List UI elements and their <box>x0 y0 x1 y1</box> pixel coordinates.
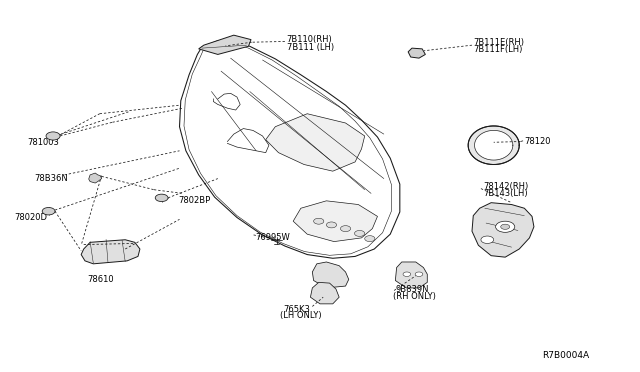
Circle shape <box>340 226 351 232</box>
Polygon shape <box>408 48 426 58</box>
Circle shape <box>495 221 515 232</box>
Polygon shape <box>266 114 365 171</box>
Text: 78020D: 78020D <box>15 213 48 222</box>
Polygon shape <box>472 203 534 257</box>
Circle shape <box>415 272 423 276</box>
Text: 7802BP: 7802BP <box>178 196 211 205</box>
Circle shape <box>46 132 60 140</box>
Text: R7B0004A: R7B0004A <box>542 351 589 360</box>
Polygon shape <box>312 262 349 288</box>
Circle shape <box>42 208 55 215</box>
Polygon shape <box>179 40 400 258</box>
Text: (LH ONLY): (LH ONLY) <box>280 311 322 320</box>
Polygon shape <box>81 240 140 264</box>
Text: 7B110(RH): 7B110(RH) <box>287 35 333 44</box>
Text: 78610: 78610 <box>87 275 113 284</box>
Text: 7B111F(LH): 7B111F(LH) <box>473 45 523 54</box>
Circle shape <box>481 236 493 243</box>
Circle shape <box>156 194 168 202</box>
Text: (RH ONLY): (RH ONLY) <box>394 292 436 301</box>
Text: 7B111 (LH): 7B111 (LH) <box>287 42 334 51</box>
Circle shape <box>365 235 375 241</box>
Polygon shape <box>293 201 378 241</box>
Polygon shape <box>396 262 428 288</box>
Text: 765K3: 765K3 <box>284 305 310 314</box>
Text: 7B143(LH): 7B143(LH) <box>483 189 527 198</box>
Circle shape <box>314 218 324 224</box>
Text: 76995W: 76995W <box>255 233 290 243</box>
Circle shape <box>500 224 509 230</box>
Polygon shape <box>468 126 519 164</box>
Text: 7B111E(RH): 7B111E(RH) <box>473 38 524 47</box>
Text: 78120: 78120 <box>524 137 551 146</box>
Polygon shape <box>198 35 251 54</box>
Text: 78B36N: 78B36N <box>34 174 68 183</box>
Circle shape <box>403 272 411 276</box>
Circle shape <box>326 222 337 228</box>
Text: 781003: 781003 <box>28 138 60 147</box>
Polygon shape <box>89 173 102 183</box>
Polygon shape <box>310 282 339 304</box>
Text: 78142(RH): 78142(RH) <box>483 182 528 190</box>
Circle shape <box>355 231 365 236</box>
Polygon shape <box>475 131 513 160</box>
Text: 9B839N: 9B839N <box>396 285 429 294</box>
